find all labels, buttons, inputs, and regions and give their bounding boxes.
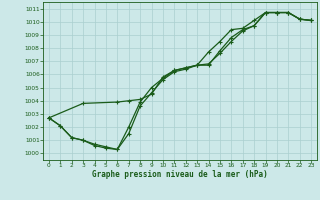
X-axis label: Graphe pression niveau de la mer (hPa): Graphe pression niveau de la mer (hPa) bbox=[92, 170, 268, 179]
